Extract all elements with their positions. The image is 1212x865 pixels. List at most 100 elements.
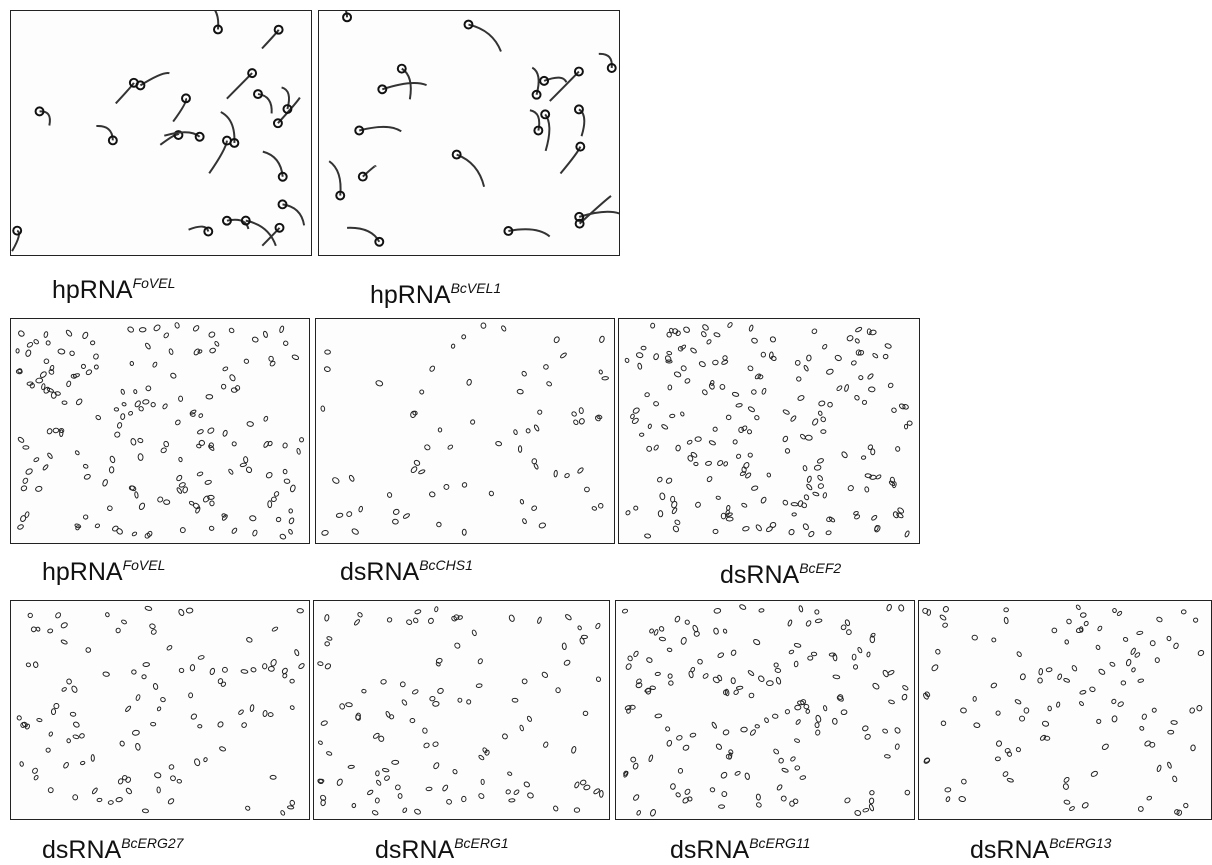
germ-tube xyxy=(545,114,549,151)
spore xyxy=(1123,637,1129,642)
spore xyxy=(795,705,801,710)
spore xyxy=(384,775,391,781)
spore xyxy=(719,384,725,390)
spore xyxy=(272,626,279,632)
spore xyxy=(676,735,683,741)
spore xyxy=(855,326,863,332)
germ-tube xyxy=(359,127,401,131)
label-text: dsRNA xyxy=(375,836,454,864)
spore xyxy=(452,769,458,775)
spore xyxy=(467,700,471,705)
spore xyxy=(592,506,597,511)
spore xyxy=(1168,730,1174,734)
spore xyxy=(145,385,151,391)
spore xyxy=(847,485,854,492)
spore xyxy=(47,628,53,633)
spore xyxy=(1121,681,1126,685)
spore xyxy=(375,771,379,776)
spore xyxy=(576,143,584,151)
spore xyxy=(778,758,783,764)
spore xyxy=(63,762,70,769)
spore xyxy=(412,689,419,695)
spore xyxy=(296,448,300,454)
spore xyxy=(627,655,633,661)
spore xyxy=(756,802,762,808)
spore xyxy=(711,722,717,729)
label-superscript: BcEF2 xyxy=(799,560,841,576)
spore xyxy=(117,422,122,428)
spore xyxy=(675,330,681,336)
spore xyxy=(523,781,530,788)
spore xyxy=(292,354,300,360)
spore xyxy=(702,673,709,680)
spore xyxy=(82,331,89,339)
spore xyxy=(438,428,441,432)
spore xyxy=(756,794,761,800)
spore xyxy=(1004,617,1009,624)
spore xyxy=(732,392,739,397)
spore xyxy=(725,512,732,517)
spore xyxy=(131,669,136,674)
spore xyxy=(822,344,828,350)
spore xyxy=(741,425,748,432)
spore xyxy=(869,798,874,804)
spore xyxy=(348,765,355,769)
spore xyxy=(1112,715,1118,722)
spore xyxy=(232,441,237,446)
spore xyxy=(655,714,662,718)
spore xyxy=(157,706,162,711)
spore xyxy=(505,789,511,795)
spore xyxy=(573,419,579,425)
spore xyxy=(595,623,601,630)
spore xyxy=(527,792,534,799)
label-text: hpRNA xyxy=(52,276,133,304)
spore xyxy=(1189,707,1195,713)
spore xyxy=(71,685,78,693)
spore xyxy=(105,612,110,617)
spore xyxy=(186,608,193,613)
spore xyxy=(854,810,861,816)
label-superscript: BcERG27 xyxy=(121,835,183,851)
spore xyxy=(574,808,580,813)
spore xyxy=(808,656,813,661)
spore xyxy=(854,338,860,344)
spore xyxy=(736,403,743,407)
spore xyxy=(265,471,273,479)
micrograph-panel xyxy=(615,600,915,820)
spore xyxy=(372,810,379,816)
label-superscript: FoVEL xyxy=(123,557,166,573)
spore xyxy=(33,661,39,667)
spore xyxy=(220,681,226,687)
spore xyxy=(133,389,137,394)
spore xyxy=(553,336,560,344)
spore xyxy=(1193,617,1199,623)
spore xyxy=(817,475,823,482)
spore xyxy=(451,344,455,349)
spore xyxy=(177,779,182,783)
spore xyxy=(1152,708,1157,713)
spore xyxy=(1079,701,1084,706)
spore xyxy=(348,475,355,482)
spore xyxy=(791,502,798,506)
spore xyxy=(826,368,834,375)
spore xyxy=(42,464,48,471)
spore xyxy=(143,662,150,666)
spore xyxy=(630,756,637,763)
spore xyxy=(808,531,815,538)
germ-tube xyxy=(246,221,276,246)
spore xyxy=(205,480,212,485)
spore xyxy=(864,486,869,492)
spore xyxy=(1019,716,1024,721)
spore xyxy=(142,399,149,404)
spore xyxy=(170,775,177,782)
spore xyxy=(991,637,997,643)
spore xyxy=(69,350,75,356)
spore xyxy=(241,722,248,729)
spore xyxy=(251,667,257,672)
spore xyxy=(125,705,132,712)
spore xyxy=(1015,699,1022,705)
label-text: dsRNA xyxy=(340,558,419,586)
spore xyxy=(726,415,732,420)
spore xyxy=(571,411,577,417)
spore xyxy=(197,471,204,476)
